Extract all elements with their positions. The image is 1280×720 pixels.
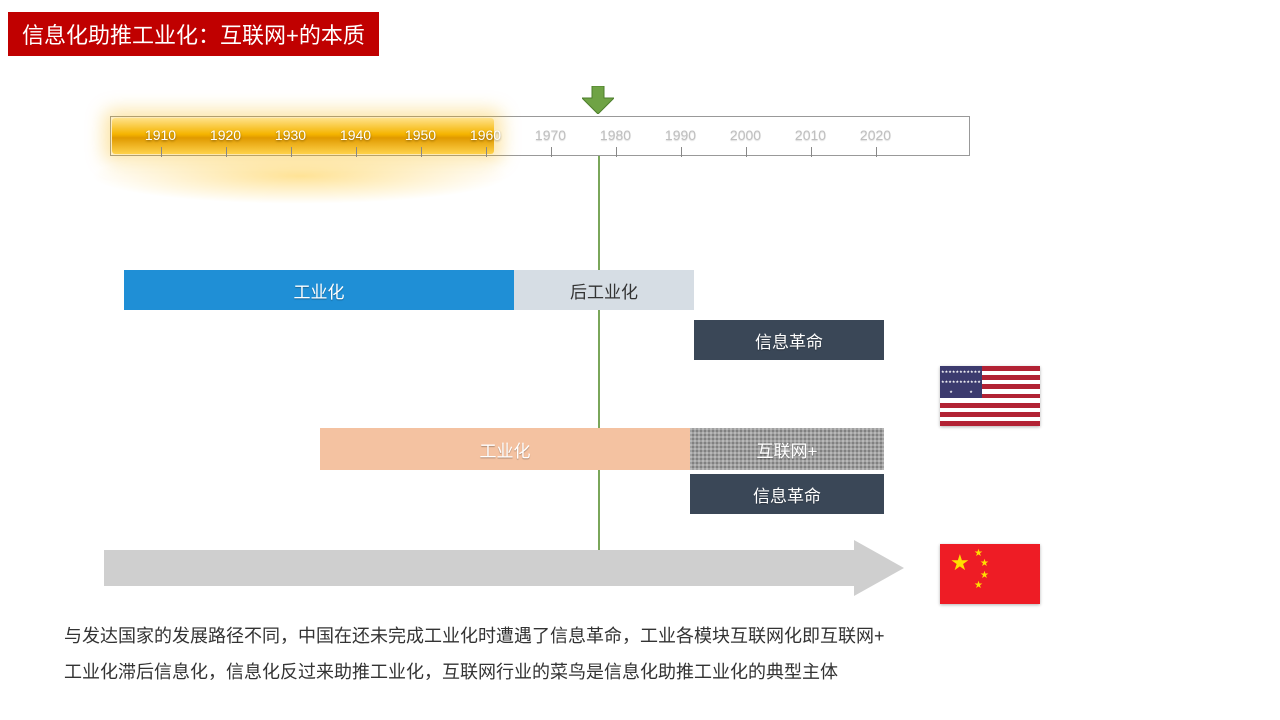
bar-us-industrial: 工业化 <box>124 270 514 310</box>
bar-cn-internetplus: 互联网+ <box>690 428 884 470</box>
decade-label: 1980 <box>583 127 648 143</box>
bar-cn-industrial: 工业化 <box>320 428 690 470</box>
bar-label: 工业化 <box>294 278 345 303</box>
bar-label: 信息革命 <box>755 328 823 353</box>
decade-label: 2020 <box>843 127 908 143</box>
decade-label: 2000 <box>713 127 778 143</box>
body-text: 与发达国家的发展路径不同，中国在还未完成工业化时遭遇了信息革命，工业各模块互联网… <box>64 618 1214 690</box>
flag-china-icon: ★ ★ ★ ★ ★ <box>940 544 1040 604</box>
decade-label: 1990 <box>648 127 713 143</box>
decade-label: 1960 <box>453 127 518 143</box>
slide-canvas: 信息化助推工业化：互联网+的本质 19101920193019401950196… <box>0 0 1280 720</box>
body-line-1: 与发达国家的发展路径不同，中国在还未完成工业化时遭遇了信息革命，工业各模块互联网… <box>64 618 1214 654</box>
decade-label: 1970 <box>518 127 583 143</box>
decade-label: 1950 <box>388 127 453 143</box>
bar-us-postindustrial: 后工业化 <box>514 270 694 310</box>
body-line-2: 工业化滞后信息化，信息化反过来助推工业化，互联网行业的菜鸟是信息化助推工业化的典… <box>64 654 1214 690</box>
bar-label: 后工业化 <box>570 278 638 303</box>
arrow-down-icon <box>582 86 614 114</box>
bar-label: 互联网+ <box>757 437 818 462</box>
decade-label: 2010 <box>778 127 843 143</box>
flag-usa-icon: ★★★★★★★★★★★★★★★★★★★★★★★★ <box>940 366 1040 426</box>
slide-title: 信息化助推工业化：互联网+的本质 <box>8 12 379 56</box>
bar-cn-inforev: 信息革命 <box>690 474 884 514</box>
decade-label: 1920 <box>193 127 258 143</box>
bar-us-inforev: 信息革命 <box>694 320 884 360</box>
decade-label: 1930 <box>258 127 323 143</box>
decade-label: 1910 <box>128 127 193 143</box>
bar-label: 信息革命 <box>753 482 821 507</box>
time-axis-arrow-icon <box>104 540 904 601</box>
vertical-divider <box>598 156 600 556</box>
bar-label: 工业化 <box>480 437 531 462</box>
timeline-gold-glow <box>90 148 510 204</box>
decade-label: 1940 <box>323 127 388 143</box>
